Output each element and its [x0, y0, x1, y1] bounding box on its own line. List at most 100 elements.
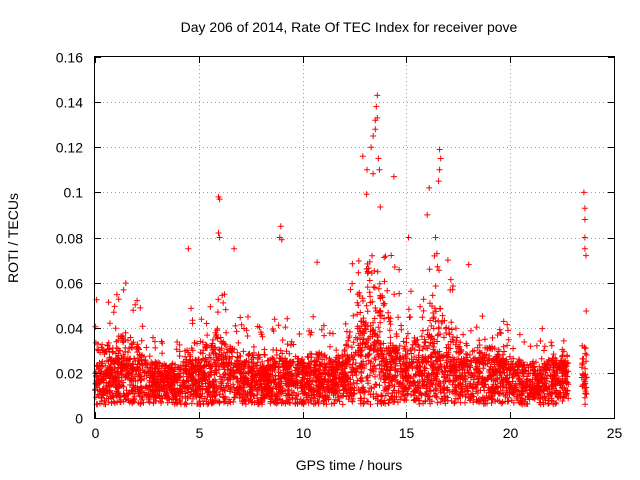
- data-point: [253, 378, 260, 385]
- data-point: [415, 382, 422, 389]
- data-point: [437, 155, 444, 162]
- data-point: [210, 388, 217, 395]
- data-point: [262, 393, 269, 400]
- x-tick-label: 10: [296, 425, 312, 441]
- data-point: [397, 396, 404, 403]
- plot-frame: [94, 56, 615, 419]
- data-point: [538, 355, 545, 362]
- data-point: [110, 382, 117, 389]
- data-point: [401, 343, 408, 350]
- data-point: [358, 395, 365, 402]
- data-point: [356, 293, 363, 299]
- data-point: [539, 325, 546, 332]
- data-point: [521, 364, 528, 371]
- data-point: [427, 317, 434, 324]
- data-point: [489, 334, 496, 341]
- data-point: [236, 395, 243, 401]
- data-point: [485, 389, 492, 396]
- data-point: [371, 315, 378, 322]
- data-point: [488, 385, 495, 392]
- data-point: [137, 377, 144, 384]
- data-point: [358, 353, 365, 360]
- data-point: [582, 371, 589, 378]
- data-point: [143, 372, 150, 379]
- data-point: [468, 374, 475, 381]
- data-point: [139, 323, 146, 330]
- data-point: [386, 373, 393, 380]
- data-point: [155, 384, 162, 391]
- data-point: [101, 370, 108, 377]
- data-point: [146, 383, 153, 390]
- data-point: [510, 389, 517, 396]
- data-point: [287, 400, 294, 406]
- data-point: [98, 398, 105, 405]
- data-point: [420, 307, 427, 314]
- data-point: [220, 399, 227, 406]
- data-point: [378, 350, 385, 357]
- data-point: [204, 401, 211, 408]
- data-point: [237, 365, 244, 372]
- data-point: [134, 341, 141, 348]
- data-point: [370, 319, 377, 326]
- data-point: [161, 361, 168, 368]
- data-point: [251, 382, 258, 389]
- data-point: [541, 347, 547, 354]
- data-point: [113, 291, 120, 298]
- data-point: [176, 397, 183, 404]
- data-point: [176, 370, 183, 377]
- data-point: [441, 364, 448, 371]
- data-point: [480, 361, 487, 368]
- data-point: [222, 306, 229, 313]
- data-point: [197, 338, 204, 345]
- data-point: [562, 371, 569, 378]
- data-point: [360, 399, 367, 406]
- data-point: [394, 349, 401, 356]
- data-point: [231, 389, 238, 396]
- data-point: [135, 345, 142, 352]
- data-point: [94, 391, 101, 398]
- data-point: [234, 378, 241, 385]
- data-point: [316, 367, 323, 374]
- data-point: [344, 356, 351, 363]
- data-point: [504, 342, 511, 349]
- data-point: [126, 369, 133, 376]
- data-point: [375, 353, 382, 360]
- data-point: [480, 365, 487, 372]
- data-point: [104, 366, 111, 373]
- data-point: [338, 371, 345, 378]
- data-point: [304, 353, 311, 360]
- data-point: [264, 376, 271, 383]
- data-point: [393, 355, 400, 362]
- data-point: [527, 362, 534, 369]
- data-point: [389, 382, 396, 388]
- data-point: [159, 350, 166, 357]
- data-point: [455, 382, 462, 389]
- data-point: [355, 258, 362, 264]
- data-point: [125, 370, 132, 377]
- data-point: [224, 380, 231, 387]
- data-point: [388, 377, 395, 384]
- data-point: [206, 380, 213, 387]
- data-point: [435, 325, 442, 332]
- data-point: [347, 286, 354, 293]
- data-point: [117, 398, 124, 405]
- data-point: [412, 371, 419, 378]
- data-point: [255, 401, 261, 408]
- data-point: [250, 363, 257, 370]
- data-point: [198, 372, 205, 379]
- data-point: [382, 383, 389, 390]
- data-point: [337, 393, 344, 400]
- data-point: [365, 337, 371, 344]
- data-point: [295, 391, 302, 398]
- data-point: [101, 397, 108, 404]
- data-point: [233, 328, 240, 335]
- data-point: [404, 330, 411, 337]
- data-point: [412, 387, 419, 393]
- data-point: [350, 379, 357, 386]
- data-point: [399, 380, 406, 387]
- data-point: [332, 396, 339, 403]
- data-point: [400, 391, 406, 398]
- data-point: [407, 361, 414, 368]
- y-tick-label: 0.16: [56, 50, 83, 66]
- data-point: [183, 401, 190, 408]
